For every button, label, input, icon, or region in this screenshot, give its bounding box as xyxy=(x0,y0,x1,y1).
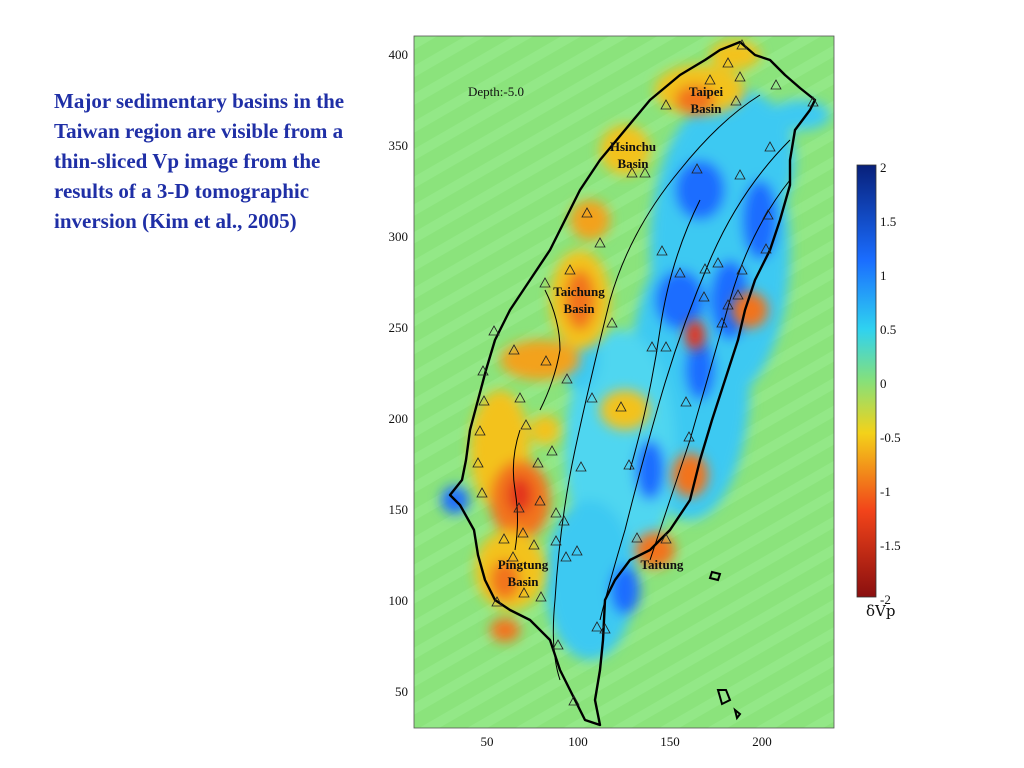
colorbar-tick: 0 xyxy=(880,376,887,391)
x-tick-label: 200 xyxy=(752,734,772,749)
basin-label-taipei-line2: Basin xyxy=(690,101,722,116)
y-tick-label: 50 xyxy=(395,684,408,699)
islands xyxy=(708,570,742,721)
colorbar-gradient xyxy=(856,164,877,598)
colorbar-tick: 0.5 xyxy=(880,322,896,337)
caption-text: Major sedimentary basins in the Taiwan r… xyxy=(54,89,345,233)
depth-label: Depth:-5.0 xyxy=(468,84,524,99)
basin-label-taichung-line2: Basin xyxy=(563,301,595,316)
x-tick-label: 150 xyxy=(660,734,680,749)
low-velocity-anomalies xyxy=(470,40,768,642)
basin-label-hsinchu-line1: Hsinchu xyxy=(610,139,656,154)
y-axis: 400 350 300 250 200 150 100 50 xyxy=(389,47,409,699)
colorbar-label: δVp xyxy=(866,602,895,620)
x-tick-label: 100 xyxy=(568,734,588,749)
x-axis: 50 100 150 200 xyxy=(481,734,772,749)
colorbar-tick: 1.5 xyxy=(880,214,896,229)
basin-label-pingtung-line2: Basin xyxy=(507,574,539,589)
velocity-anomalies xyxy=(441,90,830,660)
station-markers xyxy=(472,39,819,706)
y-tick-label: 400 xyxy=(389,47,409,62)
colorbar-tick: 1 xyxy=(880,268,887,283)
geologic-contours xyxy=(512,94,791,681)
basin-label-taipei-line1: Taipei xyxy=(689,84,724,99)
colorbar-tick: -0.5 xyxy=(880,430,901,445)
colorbar-tick: 2 xyxy=(880,160,887,175)
x-tick-label: 50 xyxy=(481,734,494,749)
y-tick-label: 200 xyxy=(389,411,409,426)
basin-label-taichung-line1: Taichung xyxy=(553,284,605,299)
coastline xyxy=(448,40,817,727)
colorbar-tick: -2 xyxy=(880,592,891,607)
colorbar-tick: -1.5 xyxy=(880,538,901,553)
colorbar-tick: -1 xyxy=(880,484,891,499)
colorbar: 2 1.5 1 0.5 0 -0.5 -1 -1.5 -2 δVp xyxy=(856,160,901,620)
y-tick-label: 250 xyxy=(389,320,409,335)
plot-frame xyxy=(413,35,835,729)
basin-label-pingtung-line1: Pingtung xyxy=(498,557,549,572)
y-tick-label: 350 xyxy=(389,138,409,153)
y-tick-label: 150 xyxy=(389,502,409,517)
y-tick-label: 300 xyxy=(389,229,409,244)
y-tick-label: 100 xyxy=(389,593,409,608)
basin-labels: Taipei Basin Hsinchu Basin Taichung Basi… xyxy=(498,84,724,589)
basin-label-taitung: Taitung xyxy=(641,557,684,572)
basin-label-hsinchu-line2: Basin xyxy=(617,156,649,171)
